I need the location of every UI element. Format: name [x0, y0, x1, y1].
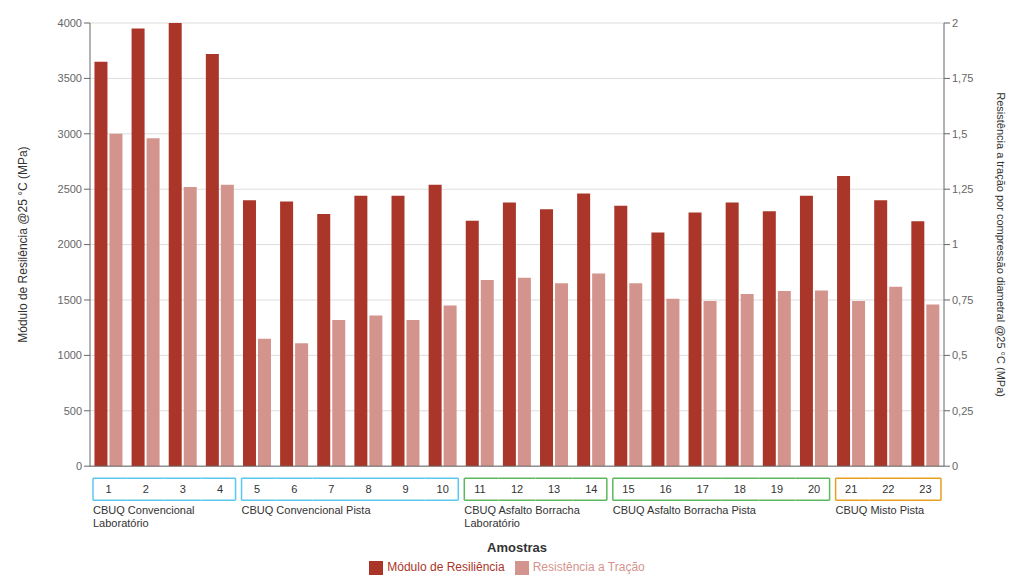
svg-text:0: 0 — [952, 460, 958, 472]
svg-text:7: 7 — [328, 483, 334, 495]
svg-text:3: 3 — [180, 483, 186, 495]
svg-text:CBUQ Convencional Pista: CBUQ Convencional Pista — [242, 504, 372, 516]
svg-text:1,5: 1,5 — [952, 128, 967, 140]
svg-text:2500: 2500 — [58, 183, 82, 195]
svg-text:0,25: 0,25 — [952, 405, 973, 417]
html-text:Resistência a Tração: Resistência a Tração — [532, 560, 645, 575]
svg-text:Resistência a tração por compr: Resistência a tração por compressão diam… — [995, 92, 1007, 397]
svg-text:23: 23 — [919, 483, 931, 495]
svg-text:12: 12 — [511, 483, 523, 495]
svg-text:21: 21 — [845, 483, 857, 495]
svg-text:5: 5 — [254, 483, 260, 495]
svg-text:1000: 1000 — [58, 349, 82, 361]
svg-text:14: 14 — [585, 483, 597, 495]
svg-text:10: 10 — [437, 483, 449, 495]
svg-text:CBUQ Asfalto Borracha Pista: CBUQ Asfalto Borracha Pista — [613, 504, 757, 516]
svg-text:8: 8 — [365, 483, 371, 495]
svg-text:0,75: 0,75 — [952, 294, 973, 306]
svg-text:2: 2 — [143, 483, 149, 495]
svg-text:15: 15 — [622, 483, 634, 495]
svg-text:17: 17 — [697, 483, 709, 495]
svg-text:0: 0 — [76, 460, 82, 472]
svg-text:9: 9 — [403, 483, 409, 495]
svg-text:500: 500 — [64, 405, 82, 417]
svg-text:4: 4 — [217, 483, 223, 495]
svg-text:1500: 1500 — [58, 294, 82, 306]
svg-text:1,75: 1,75 — [952, 72, 973, 84]
svg-text:CBUQ Misto Pista: CBUQ Misto Pista — [836, 504, 926, 516]
svg-text:16: 16 — [659, 483, 671, 495]
svg-text:11: 11 — [474, 483, 485, 495]
svg-text:19: 19 — [771, 483, 783, 495]
svg-text:1,25: 1,25 — [952, 183, 973, 195]
svg-text:4000: 4000 — [58, 17, 82, 29]
svg-text:0,5: 0,5 — [952, 349, 967, 361]
svg-text:3500: 3500 — [58, 72, 82, 84]
svg-text:Amostras: Amostras — [487, 540, 547, 555]
svg-text:18: 18 — [734, 483, 746, 495]
svg-text:1: 1 — [952, 238, 958, 250]
svg-text:CBUQ ConvencionalLaboratório: CBUQ ConvencionalLaboratório — [93, 504, 195, 529]
svg-text:CBUQ Asfalto BorrachaLaboratór: CBUQ Asfalto BorrachaLaboratório — [464, 504, 580, 529]
html-text:Módulo de Resiliência: Módulo de Resiliência — [387, 560, 505, 575]
svg-text:6: 6 — [291, 483, 297, 495]
svg-text:13: 13 — [548, 483, 560, 495]
svg-text:Módulo de Resilência @25 °C (M: Módulo de Resilência @25 °C (MPa) — [16, 146, 30, 342]
svg-text:22: 22 — [882, 483, 894, 495]
svg-text:2: 2 — [952, 17, 958, 29]
svg-text:3000: 3000 — [58, 128, 82, 140]
svg-text:2000: 2000 — [58, 238, 82, 250]
svg-text:20: 20 — [808, 483, 820, 495]
svg-text:1: 1 — [106, 483, 112, 495]
